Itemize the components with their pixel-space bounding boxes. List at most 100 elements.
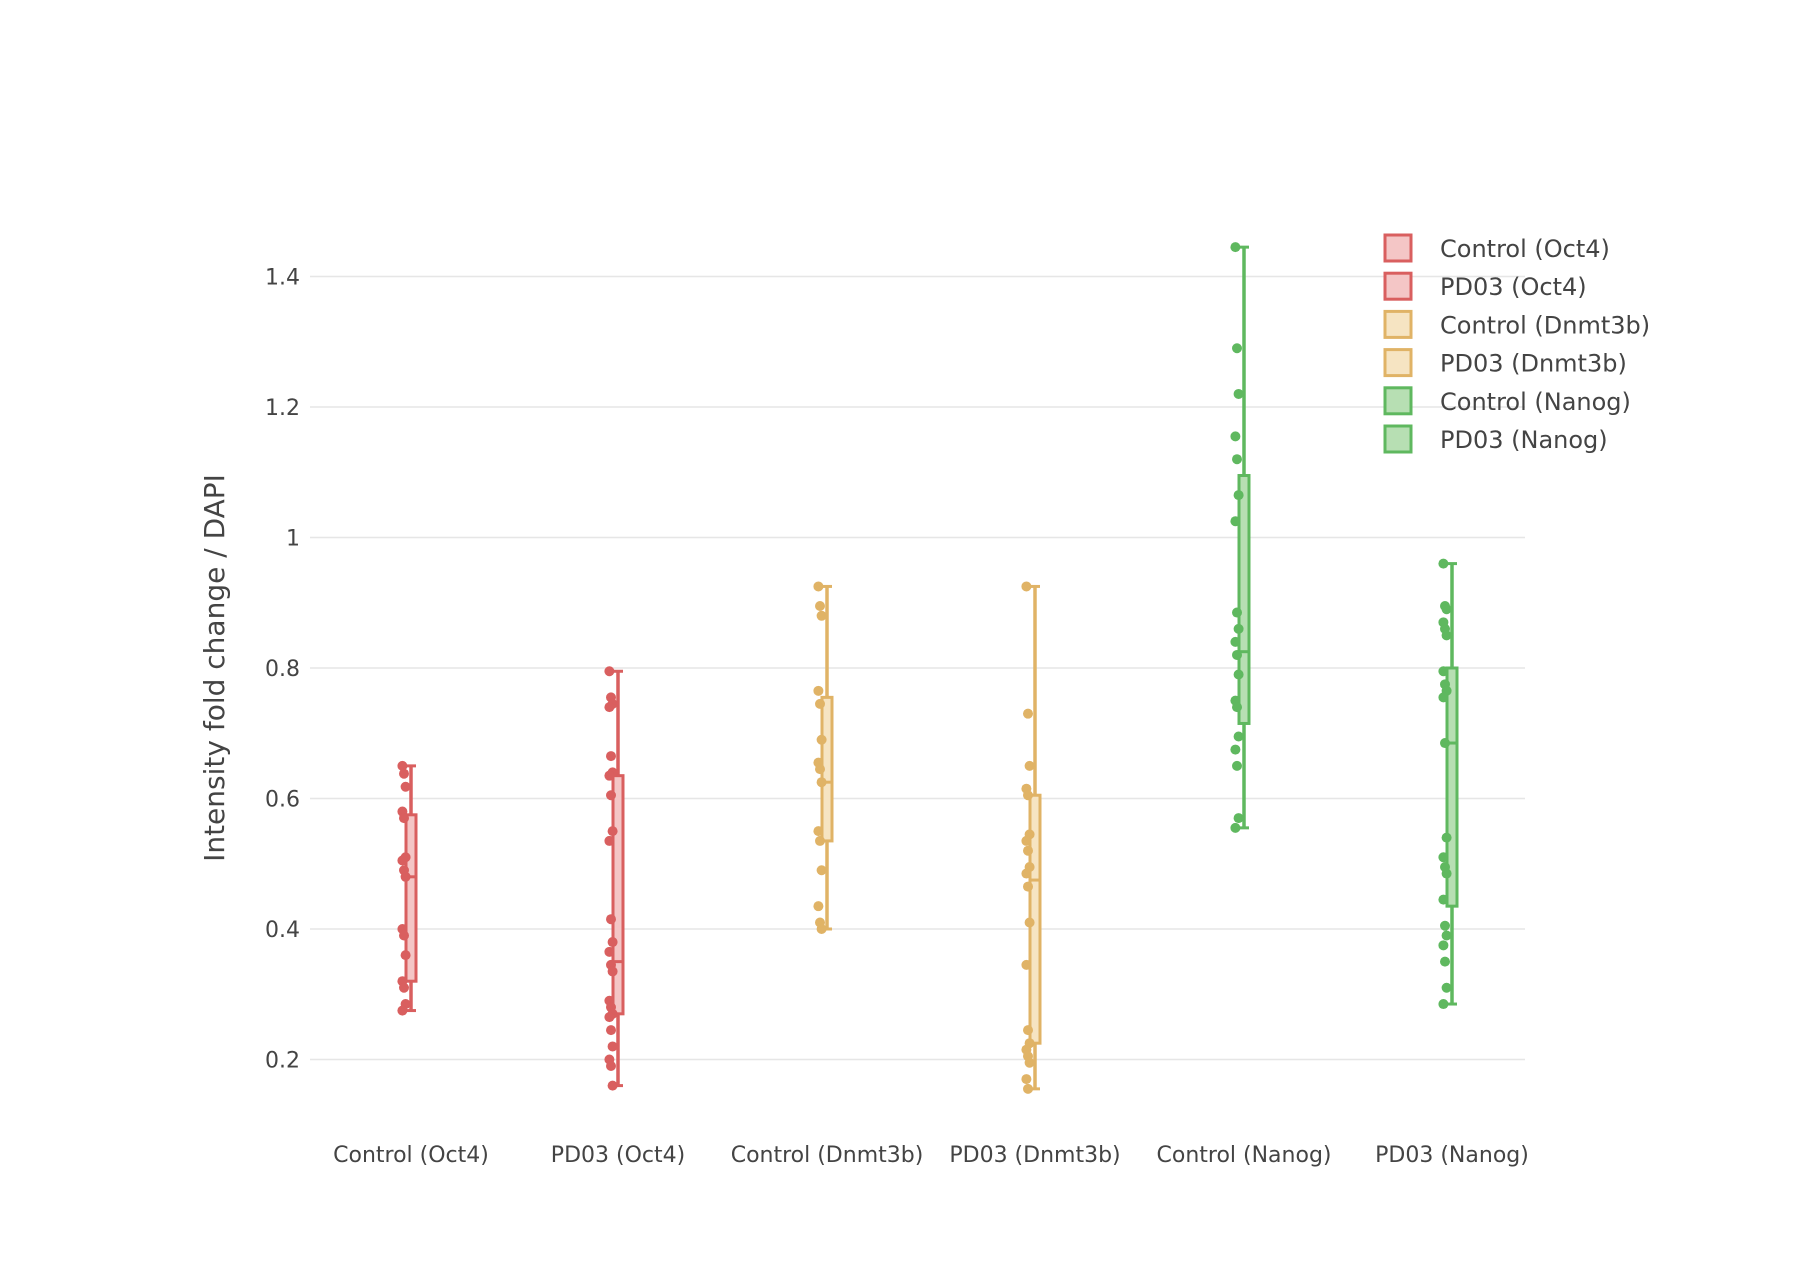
data-point <box>399 982 409 993</box>
y-tick-label: 0.6 <box>265 788 300 813</box>
data-point <box>604 946 615 957</box>
box-iqr <box>1237 474 1251 725</box>
data-point <box>1438 558 1449 569</box>
data-point <box>816 777 827 788</box>
legend-item[interactable]: PD03 (Oct4) <box>1383 271 1587 301</box>
data-point <box>1021 959 1032 970</box>
data-point <box>1021 581 1032 592</box>
data-point <box>1023 1083 1033 1094</box>
data-point <box>399 813 409 824</box>
data-point <box>604 1012 615 1023</box>
y-axis-ticks: 0.2 0.4 0.6 0.8 1 1.2 1.4 <box>265 266 300 1074</box>
data-point <box>1233 669 1244 680</box>
data-point <box>399 768 409 779</box>
box-series <box>397 242 1459 1094</box>
legend-swatch <box>1383 424 1413 454</box>
data-point <box>1232 760 1242 771</box>
x-tick-label: Control (Dnmt3b) <box>731 1143 924 1168</box>
legend-item[interactable]: Control (Dnmt3b) <box>1383 309 1650 339</box>
legend-swatch <box>1383 271 1413 301</box>
legend-swatch <box>1383 309 1413 339</box>
data-point <box>816 610 827 621</box>
data-point <box>1230 431 1241 442</box>
data-point <box>1232 649 1242 660</box>
data-point <box>1230 822 1241 833</box>
data-point <box>1441 930 1452 941</box>
data-point <box>1021 868 1032 879</box>
gridlines <box>310 275 1525 1061</box>
legend-label: Control (Nanog) <box>1440 388 1631 416</box>
data-point <box>1232 343 1242 354</box>
data-point <box>1024 917 1035 928</box>
data-point <box>399 930 409 941</box>
legend-item[interactable]: Control (Oct4) <box>1383 233 1610 263</box>
data-point <box>604 835 615 846</box>
legend-label: PD03 (Nanog) <box>1440 426 1608 454</box>
data-point <box>815 764 825 775</box>
data-point <box>816 865 827 876</box>
box-trace[interactable] <box>1230 242 1251 833</box>
y-axis-title: Intensity fold change / DAPI <box>198 474 231 862</box>
data-point <box>400 950 411 961</box>
box-trace[interactable] <box>1021 581 1042 1094</box>
data-point <box>1230 744 1241 755</box>
data-point <box>816 924 827 934</box>
legend-item[interactable]: Control (Nanog) <box>1383 386 1631 416</box>
data-point <box>397 760 408 771</box>
data-point <box>607 826 618 837</box>
data-point <box>1441 982 1452 993</box>
box-trace[interactable] <box>604 666 625 1091</box>
data-point <box>1438 940 1449 951</box>
data-point <box>1024 1057 1035 1068</box>
data-point <box>397 1005 408 1016</box>
data-point <box>1438 666 1449 677</box>
data-point <box>606 1061 616 1072</box>
data-point <box>606 1025 616 1036</box>
legend-item[interactable]: PD03 (Dnmt3b) <box>1383 348 1627 378</box>
legend-swatch <box>1383 386 1413 416</box>
legend-label: Control (Oct4) <box>1440 235 1610 263</box>
y-tick-label: 1 <box>286 527 300 552</box>
x-tick-label: PD03 (Oct4) <box>551 1143 685 1168</box>
data-point <box>1441 868 1452 879</box>
data-point <box>1232 454 1242 465</box>
data-point <box>607 1041 618 1052</box>
data-point <box>1440 920 1450 931</box>
data-point <box>815 601 825 612</box>
legend-swatch <box>1383 233 1413 263</box>
data-point <box>400 781 411 792</box>
data-point <box>607 1080 618 1091</box>
box-trace[interactable] <box>813 581 834 934</box>
data-point <box>1232 702 1242 713</box>
x-tick-label: Control (Nanog) <box>1157 1143 1332 1168</box>
data-point <box>1441 630 1452 641</box>
legend-item[interactable]: PD03 (Nanog) <box>1383 424 1608 454</box>
data-point <box>1023 845 1033 856</box>
box-iqr <box>1445 666 1459 908</box>
y-tick-label: 0.4 <box>265 918 300 943</box>
box-trace[interactable] <box>1438 558 1459 1010</box>
data-point <box>607 966 618 977</box>
data-point <box>1230 242 1241 253</box>
data-point <box>813 581 824 592</box>
data-point <box>1023 708 1033 719</box>
data-point <box>400 871 411 882</box>
data-point <box>1438 999 1449 1010</box>
data-point <box>1441 832 1452 843</box>
legend: Control (Oct4) PD03 (Oct4) Control (Dnmt3b… <box>1383 233 1650 454</box>
box-trace[interactable] <box>397 760 418 1016</box>
data-point <box>1232 607 1242 618</box>
x-axis-ticks: Control (Oct4) PD03 (Oct4) Control (Dnmt3b… <box>333 1143 1529 1168</box>
data-point <box>815 698 825 709</box>
x-tick-label: Control (Oct4) <box>333 1143 489 1168</box>
data-point <box>1438 692 1449 703</box>
data-point <box>1023 881 1033 892</box>
data-point <box>1233 813 1244 824</box>
data-point <box>606 751 616 762</box>
data-point <box>1440 956 1450 967</box>
data-point <box>397 855 408 866</box>
data-point <box>604 666 615 677</box>
legend-label: PD03 (Dnmt3b) <box>1440 350 1627 378</box>
